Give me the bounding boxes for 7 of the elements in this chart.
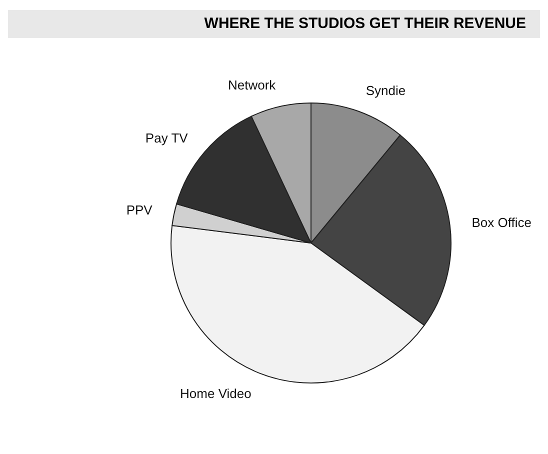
slice-label: Pay TV (145, 130, 188, 146)
slice-label: Box Office (472, 215, 532, 230)
slice-label: Home Video (180, 386, 252, 402)
slice-label: PPV (126, 202, 153, 218)
slice-label: Network (228, 77, 276, 92)
chart-title: WHERE THE STUDIOS GET THEIR REVENUE (204, 15, 526, 32)
slice-label: Syndie (366, 83, 406, 98)
